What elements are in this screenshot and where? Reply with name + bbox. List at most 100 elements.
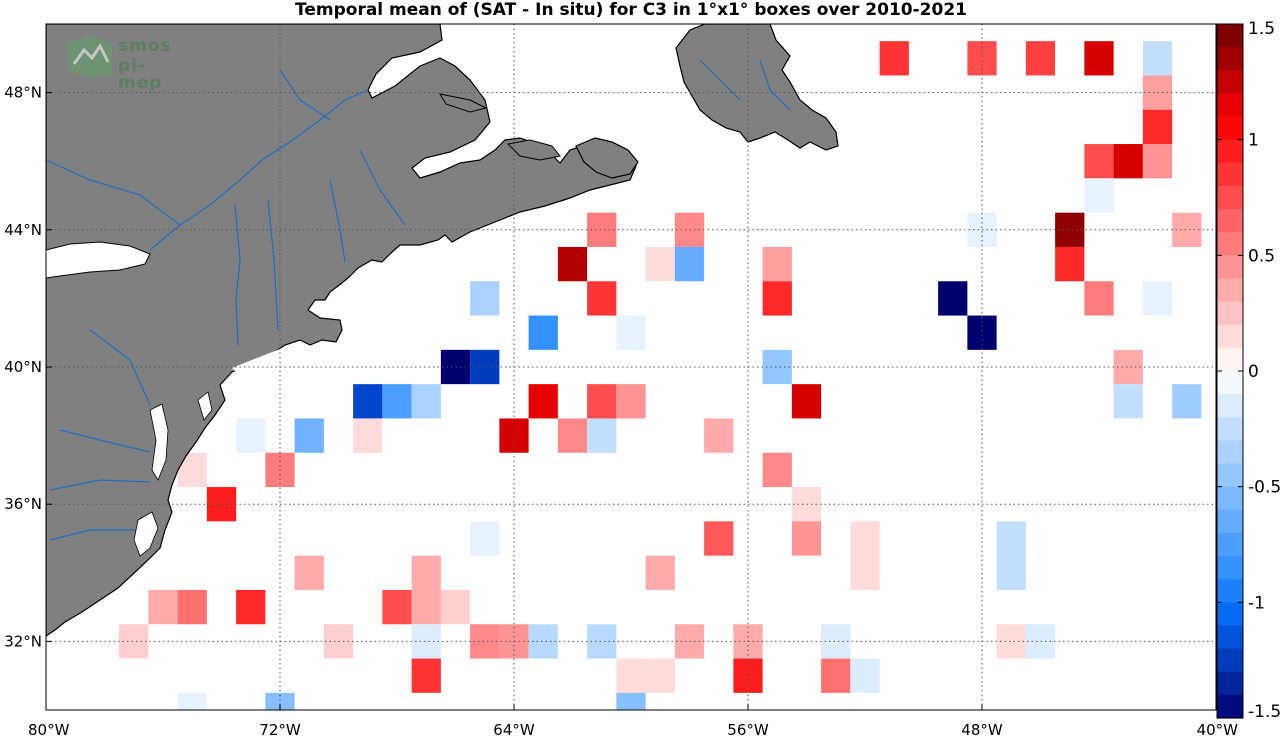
delaware-bay: [197, 391, 213, 421]
data-cell: [762, 452, 792, 488]
x-axis: 80°W 72°W 64°W 56°W 48°W 40°W: [28, 704, 1238, 738]
data-cell: [411, 589, 441, 625]
colorbar-segment: [1217, 116, 1243, 141]
colorbar-tick-label: -0.5: [1248, 478, 1281, 498]
y-tick-label: 36°N: [4, 495, 42, 513]
lake-ontario: [46, 241, 151, 279]
y-axis: 32°N 36°N 40°N 44°N 48°N: [4, 84, 52, 650]
data-cell: [294, 555, 324, 590]
x-tick-label: 56°W: [727, 721, 769, 738]
data-cell: [528, 384, 558, 419]
data-cell: [938, 281, 968, 316]
data-cell: [704, 521, 734, 556]
data-cell: [1084, 41, 1114, 76]
data-cell: [616, 315, 646, 350]
saguenay-river: [279, 69, 331, 121]
colorbar-segment: [1217, 24, 1243, 48]
grid-lines: [46, 24, 1216, 710]
colorbar-segment: [1217, 185, 1243, 210]
colorbar-segment: [1217, 47, 1243, 71]
data-cell: [791, 521, 822, 556]
colorbar-segment: [1217, 371, 1243, 395]
colorbar-segment: [1217, 232, 1243, 256]
data-cell: [382, 384, 412, 419]
data-cell: [177, 692, 207, 710]
data-cell: [996, 521, 1026, 556]
data-cell: [1113, 384, 1143, 419]
data-cell: [587, 281, 617, 316]
data-cell: [470, 521, 500, 556]
colorbar-segment: [1217, 463, 1243, 488]
colorbar-segment: [1217, 162, 1243, 187]
newfoundland-land: [675, 24, 839, 151]
data-cell: [148, 589, 178, 625]
colorbar-segment: [1217, 509, 1243, 534]
james-river: [49, 479, 151, 491]
data-cell: [587, 384, 617, 419]
colorbar-segment: [1217, 417, 1243, 441]
cape-breton-land: [575, 137, 639, 179]
data-cell: [704, 418, 734, 453]
data-cell: [674, 246, 705, 282]
data-cell: [411, 384, 441, 419]
data-cell: [382, 589, 412, 625]
colorbar-segment: [1217, 671, 1243, 696]
colorbar-segment: [1217, 301, 1243, 326]
data-cell: [1084, 144, 1114, 179]
data-cell: [294, 418, 324, 453]
data-cell: [1084, 178, 1114, 213]
connecticut-river: [267, 199, 279, 331]
st-lawrence-river: [149, 89, 369, 251]
susquehanna-river: [89, 329, 151, 406]
anticosti-land: [438, 93, 488, 113]
data-cell: [1055, 246, 1085, 282]
data-cell: [1142, 109, 1173, 145]
logo-mark-icon: [68, 36, 112, 78]
data-cell: [616, 658, 646, 693]
colorbar-segment: [1217, 139, 1243, 164]
colorbar-segment: [1217, 440, 1243, 465]
north-america-land: [46, 24, 637, 637]
x-tick-label: 80°W: [28, 721, 70, 738]
colorbar-segment: [1217, 324, 1243, 349]
data-cell: [557, 246, 588, 282]
data-cell: [1142, 41, 1173, 76]
data-cell: [411, 555, 441, 590]
y-tick-label: 48°N: [4, 84, 42, 102]
data-cell: [850, 555, 880, 590]
potomac-river: [59, 429, 151, 453]
colorbar-segment: [1217, 532, 1243, 557]
colorbar-ticks: 1.5 1 0.5 0 -0.5 -1 -1.5: [1217, 19, 1281, 722]
logo-line-2: pi-mep: [118, 56, 163, 93]
data-cell: [762, 246, 792, 282]
colorbar-segment: [1217, 347, 1243, 372]
data-cell: [528, 315, 558, 350]
data-cell: [177, 589, 207, 625]
data-cell: [616, 384, 646, 419]
data-cell: [850, 658, 880, 693]
data-cell: [645, 658, 675, 693]
colorbar-tick-label: 1.5: [1248, 19, 1275, 39]
data-cell: [557, 418, 588, 453]
data-cell: [236, 418, 266, 453]
colorbar-segment: [1217, 255, 1243, 280]
data-cell: [440, 589, 471, 625]
data-cell: [791, 384, 822, 419]
colorbar-segment: [1217, 70, 1243, 94]
map-title: Temporal mean of (SAT - In situ) for C3 …: [295, 0, 967, 20]
data-cell: [645, 555, 675, 590]
colorbar-tick-label: -1: [1248, 593, 1265, 613]
ottawa-river: [46, 159, 181, 226]
plot-area: [46, 24, 1216, 710]
land-mass: [46, 24, 839, 637]
colorbar-tick-label: 1: [1248, 131, 1259, 151]
data-cell: [1172, 384, 1202, 419]
colorbar-segment: [1217, 93, 1243, 118]
x-tick-label: 40°W: [1197, 721, 1239, 738]
chesapeake-bay: [149, 403, 169, 481]
data-cell: [236, 589, 266, 625]
data-cell: [996, 555, 1026, 590]
data-cell: [821, 658, 851, 693]
data-cell: [1025, 41, 1056, 76]
